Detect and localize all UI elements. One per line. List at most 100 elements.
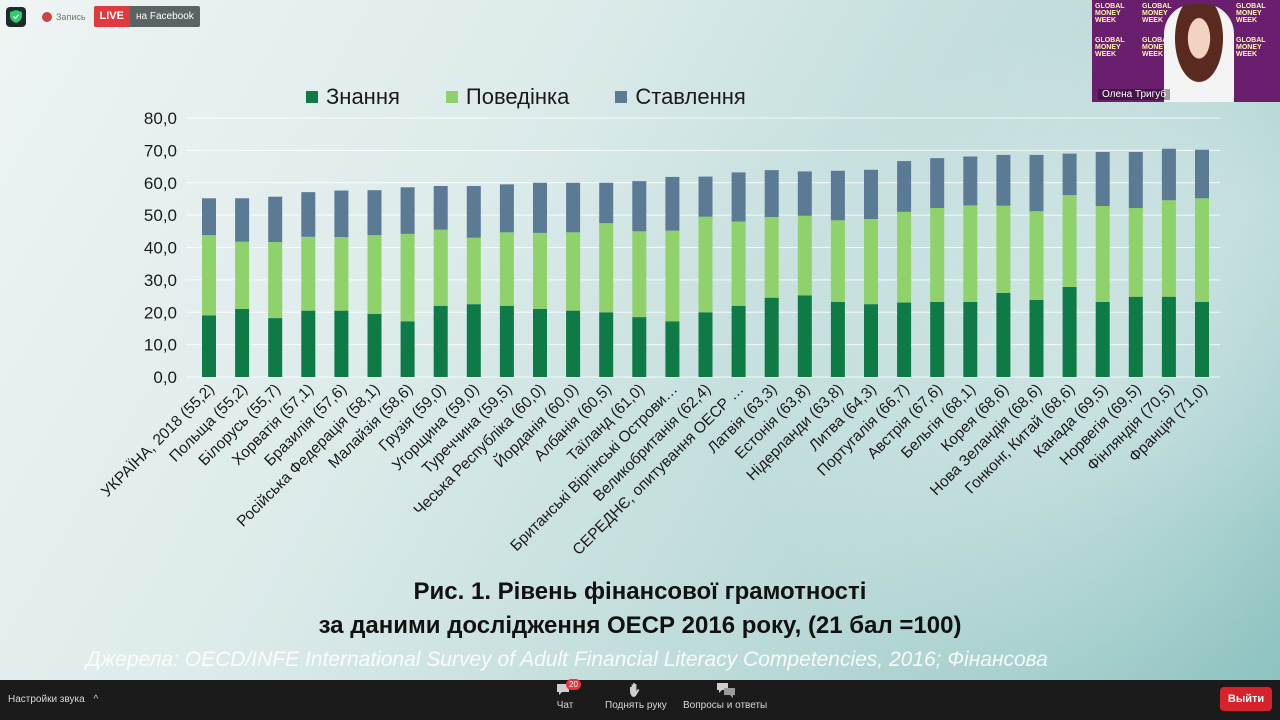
bar-segment-attitude [731,172,746,222]
bar-segment-attitude [930,158,945,209]
bar-segment-attitude [566,182,581,233]
bar-segment-knowledge [235,309,250,377]
legend-item-knowledge: Знання [306,84,400,110]
bar-segment-behavior [797,215,812,296]
figure-source: Джерела: OECD/INFE International Survey … [86,648,1048,671]
bar-segment-behavior [698,216,713,313]
bar-segment-behavior [996,205,1011,293]
legend-label: Поведінка [465,84,570,109]
bar-segment-behavior [930,208,945,302]
bar-segment-knowledge [1161,296,1176,377]
bar-segment-behavior [533,232,547,310]
bar-segment-behavior [1095,206,1110,302]
bar-segment-attitude [1195,149,1209,199]
stacked-bar-chart: 0,010,020,030,040,050,060,070,080,0УКРАЇ… [98,109,1211,559]
speaker-name: Олена Тригуб [1098,89,1171,100]
record-dot-icon [42,11,52,22]
speaker-video[interactable]: GLOBAL MONEY WEEK GLOBAL MONEY WEEK GLOB… [1092,0,1280,102]
bar-segment-attitude [1029,154,1044,212]
bar-segment-attitude [1062,153,1077,196]
bar-segment-attitude [301,192,316,237]
bar-segment-behavior [301,236,316,311]
raise-hand-button[interactable]: Поднять руку [605,682,667,711]
chat-unread-badge: 20 [566,679,581,690]
bar-segment-knowledge [499,305,514,377]
legend-swatch [445,91,458,103]
bar-segment-attitude [698,176,713,217]
live-stream-indicator[interactable]: LIVE на Facebook [93,6,200,27]
bar-segment-knowledge [466,304,481,377]
bar-segment-behavior [202,235,216,316]
bar-segment-attitude [996,154,1011,206]
bar-segment-knowledge [764,297,779,377]
bar-segment-attitude [367,190,382,236]
background-logo-pattern: GLOBAL MONEY WEEK GLOBAL MONEY WEEK GLOB… [1092,0,1280,102]
logo-text: GLOBAL MONEY WEEK [1142,3,1172,24]
bar-segment-knowledge [698,312,713,377]
figure-caption-line-1: Рис. 1. Рівень фінансової грамотності [413,578,867,605]
y-tick-label: 30,0 [144,271,177,290]
bar-segment-behavior [764,217,779,298]
bar-segment-attitude [235,198,250,242]
bar-segment-attitude [1095,151,1110,207]
bar-segment-knowledge [533,309,547,377]
qa-button[interactable]: Вопросы и ответы [683,682,767,711]
bar-segment-knowledge [1095,301,1110,377]
legend-label: Знання [326,84,400,109]
chat-icon: 20 [556,679,581,698]
legend-swatch [615,91,628,103]
logo-text: GLOBAL MONEY WEEK [1236,3,1266,24]
figure-caption-line-2: за даними дослідження ОЕСР 2016 року, (2… [318,612,962,639]
bar-segment-behavior [433,229,448,306]
bar-segment-knowledge [334,310,349,377]
bar-segment-attitude [665,176,680,231]
bar-segment-behavior [864,219,878,305]
bar-segment-attitude [499,184,514,233]
y-tick-label: 20,0 [144,303,177,322]
bar-segment-attitude [400,187,415,234]
logo-text: GLOBAL MONEY WEEK [1142,37,1172,58]
bar-segment-behavior [367,235,382,314]
bar-segment-attitude [533,182,547,233]
bar-segment-knowledge [996,292,1011,377]
logo-text: GLOBAL MONEY WEEK [1095,3,1125,24]
bar-segment-knowledge [632,317,647,377]
bar-segment-knowledge [400,321,415,377]
bar-segment-behavior [1062,195,1077,287]
bar-segment-attitude [268,196,283,242]
bar-segment-behavior [599,223,614,313]
bar-segment-behavior [235,241,250,310]
bar-segment-behavior [830,220,845,302]
hand-icon [627,682,645,698]
legend-label: Ставлення [635,84,746,109]
logo-text: GLOBAL MONEY WEEK [1236,37,1266,58]
bar-segment-attitude [963,156,978,206]
bar-segment-behavior [334,237,349,311]
chat-button[interactable]: 20 Чат [556,679,581,711]
raise-hand-label: Поднять руку [605,700,667,711]
bar-segment-behavior [466,237,481,305]
shield-icon[interactable] [6,6,26,27]
sound-settings-button[interactable]: Настройки звука ^ [8,694,98,705]
logo-text: GLOBAL MONEY WEEK [1095,37,1125,58]
bar-segment-knowledge [665,321,680,377]
bar-segment-behavior [566,232,581,311]
bar-segment-behavior [1161,200,1176,297]
bar-segment-attitude [632,181,647,232]
sound-settings-label: Настройки звука [8,694,85,705]
bar-segment-knowledge [1128,296,1143,377]
bar-segment-knowledge [1029,299,1044,377]
bar-segment-behavior [731,221,746,306]
y-tick-label: 0,0 [153,368,177,387]
y-tick-label: 40,0 [144,239,177,258]
bar-segment-knowledge [433,305,448,377]
bar-segment-attitude [202,198,216,236]
bar-segment-behavior [1029,211,1044,300]
bar-segment-knowledge [797,295,812,377]
bar-segment-behavior [665,230,680,322]
bar-segment-behavior [632,231,647,318]
bar-segment-behavior [963,205,978,302]
exit-button[interactable]: Выйти [1220,687,1272,711]
recording-label: Запись [56,11,86,22]
recording-indicator: Запись [42,11,86,22]
